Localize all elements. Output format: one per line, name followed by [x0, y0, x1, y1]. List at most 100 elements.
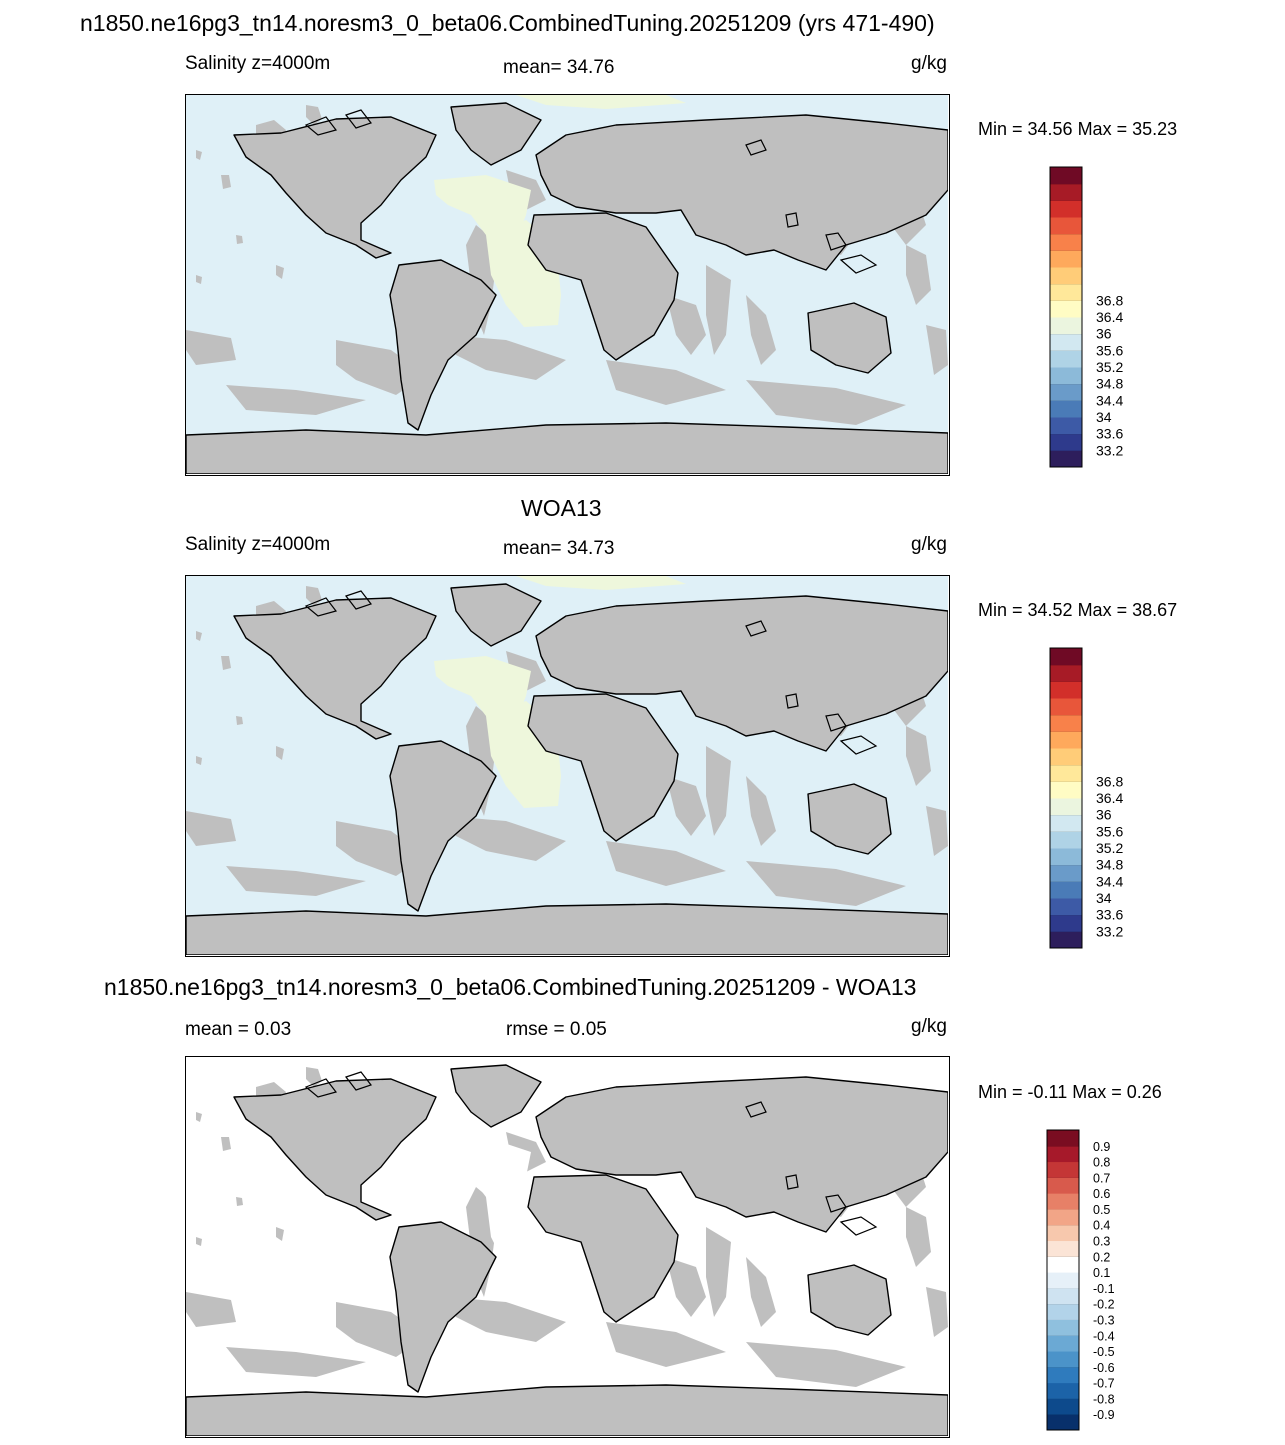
north-america	[233, 116, 437, 259]
panel3-colorbar: -0.9 -0.8 -0.7 -0.6 -0.5 -0.4 -0.3 -0.2 -0.1 0.1 0…	[1046, 1129, 1167, 1437]
panel1-colorbar: 33.2 33.6 34 34.4 34.8 35.2 35.6 36 36.4 36.8	[1049, 166, 1170, 474]
colorbar-swatch	[1050, 183, 1082, 201]
colorbar-frame	[1046, 1129, 1080, 1431]
colorbar-tick-label: 33.2	[1096, 442, 1123, 458]
panel3-minmax: Min = -0.11 Max = 0.26	[978, 1082, 1162, 1102]
island-outline	[345, 590, 372, 610]
masked-patch	[196, 150, 202, 160]
masked-patch	[226, 866, 366, 896]
colorbar-swatch	[1050, 350, 1082, 368]
colorbar-swatch	[1050, 648, 1082, 666]
island-outline	[839, 735, 878, 755]
salinity-patch	[516, 1057, 686, 1071]
colorbar-swatch	[1050, 848, 1082, 866]
greenland	[450, 1064, 542, 1128]
island-outline	[745, 620, 767, 637]
panel2-header: WOA13	[521, 495, 602, 521]
colorbar-tick-label: 36	[1096, 807, 1112, 823]
colorbar-tick-label: 34.4	[1096, 392, 1123, 408]
colorbar-swatch	[1050, 333, 1082, 351]
masked-patch	[196, 631, 202, 641]
colorbar-swatch	[1050, 250, 1082, 268]
south-america	[389, 740, 497, 912]
colorbar-tick-label: -0.8	[1093, 1392, 1115, 1406]
colorbar-swatch	[1050, 267, 1082, 285]
masked-patch	[926, 325, 948, 375]
colorbar-swatch	[1050, 731, 1082, 749]
island-outline	[785, 1174, 799, 1190]
coastline-details	[304, 590, 878, 755]
masked-patch	[196, 756, 202, 765]
colorbar-swatch	[1050, 714, 1082, 732]
colorbar-swatch	[1050, 831, 1082, 849]
colorbar-tick-label: -0.7	[1093, 1377, 1115, 1391]
continents	[186, 1064, 948, 1436]
panel3-header: n1850.ne16pg3_tn14.noresm3_0_beta06.Comb…	[104, 974, 917, 1000]
colorbar-swatch	[1047, 1193, 1079, 1210]
colorbar-swatch	[1050, 814, 1082, 832]
masked-patch	[906, 1207, 931, 1267]
colorbar-swatch	[1050, 881, 1082, 899]
colorbar-swatch	[1050, 931, 1082, 949]
antarctica	[186, 422, 948, 474]
salinity-patch	[516, 95, 686, 109]
colorbar-tick-label: 34.8	[1096, 857, 1123, 873]
masked-patch	[236, 716, 243, 725]
masked-patch	[196, 275, 202, 284]
masked-patch	[276, 265, 284, 279]
panel1-left-label: Salinity z=4000m	[185, 53, 331, 74]
masked-patch	[706, 746, 731, 836]
island-outline	[825, 232, 847, 251]
masked-patch	[221, 175, 231, 189]
colorbar-swatch	[1050, 764, 1082, 782]
island-outline	[304, 1078, 338, 1098]
colorbar-swatch	[1047, 1303, 1079, 1320]
colorbar-tick-label: 0.5	[1093, 1203, 1110, 1217]
masked-patch	[606, 1322, 726, 1367]
north-america	[233, 597, 437, 740]
colorbar-swatch	[1050, 781, 1082, 799]
masked-patch	[186, 1292, 236, 1327]
colorbar-swatch	[1050, 698, 1082, 716]
greenland	[450, 583, 542, 647]
colorbar-swatch	[1050, 300, 1082, 318]
antarctica	[186, 1384, 948, 1436]
panel3-units: g/kg	[911, 1016, 947, 1037]
colorbar-tick-label: 36.4	[1096, 790, 1123, 806]
world-map	[186, 576, 948, 955]
colorbar-frame	[1049, 647, 1083, 949]
island-outline	[745, 139, 767, 156]
colorbar-swatch	[1050, 217, 1082, 235]
colorbar-swatch	[1050, 400, 1082, 418]
island-outline	[304, 116, 338, 136]
colorbar-swatch	[1047, 1366, 1079, 1384]
masked-patch	[666, 295, 706, 355]
colorbar-tick-label: 34	[1096, 890, 1112, 906]
colorbar-swatch	[1050, 433, 1082, 451]
island-outline	[839, 1216, 878, 1236]
colorbar-swatch	[1050, 233, 1082, 251]
masked-patch	[746, 776, 776, 846]
masked-patch	[906, 245, 931, 305]
masked-patch	[706, 1227, 731, 1317]
masked-patch	[276, 746, 284, 760]
colorbar-tick-label: 36.8	[1096, 292, 1123, 308]
masked-patch	[746, 295, 776, 365]
colorbar-swatch	[1050, 898, 1082, 916]
masked-patch	[226, 1347, 366, 1377]
colorbar-swatch	[1050, 864, 1082, 882]
masked-patch	[746, 1257, 776, 1327]
antarctica	[186, 903, 948, 955]
eurasia	[535, 1076, 948, 1233]
island-outline	[345, 1071, 372, 1091]
island-outline	[345, 109, 372, 129]
africa	[527, 212, 679, 361]
colorbar-swatch	[1050, 748, 1082, 766]
colorbar-swatch	[1050, 383, 1082, 401]
eurasia	[535, 114, 948, 271]
colorbar-tick-label: 35.2	[1096, 840, 1123, 856]
masked-patch	[221, 1137, 231, 1151]
colorbar-tick-label: 0.2	[1093, 1250, 1110, 1264]
